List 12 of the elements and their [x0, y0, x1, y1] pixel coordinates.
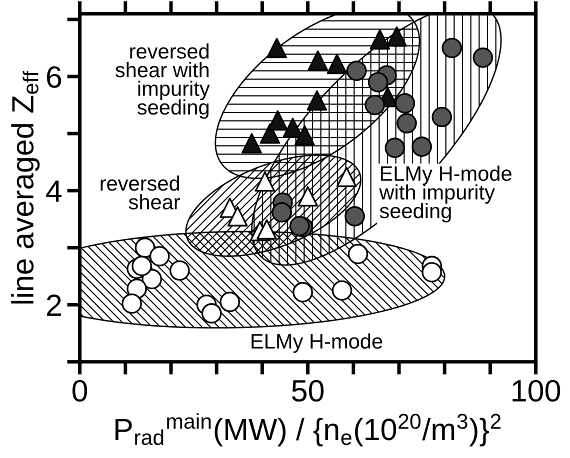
x-tick-label: 50 [292, 380, 324, 402]
text: reversed shear with impurity seeding [116, 43, 210, 119]
y-tick-label: 4 [46, 180, 62, 202]
x-tick-label: 100 [512, 380, 560, 402]
y-tick-label: 2 [46, 294, 61, 316]
x-tick-label: 0 [72, 380, 88, 402]
text: P$_{rad}$$^{main}$(MW) / {n$_{e}$(10$^{20}$/m$^{3}$)}$^{2}$ [116, 413, 501, 446]
series-label: ELMy H-mode [252, 333, 382, 353]
series-label: ELMy H-mode with impurity seeding [379, 166, 512, 222]
y-axis-title: line averaged Z$_{eff}$ [11, 70, 40, 304]
series-label: reversed shear [100, 175, 180, 210]
y-tick-label: 6 [47, 66, 62, 88]
